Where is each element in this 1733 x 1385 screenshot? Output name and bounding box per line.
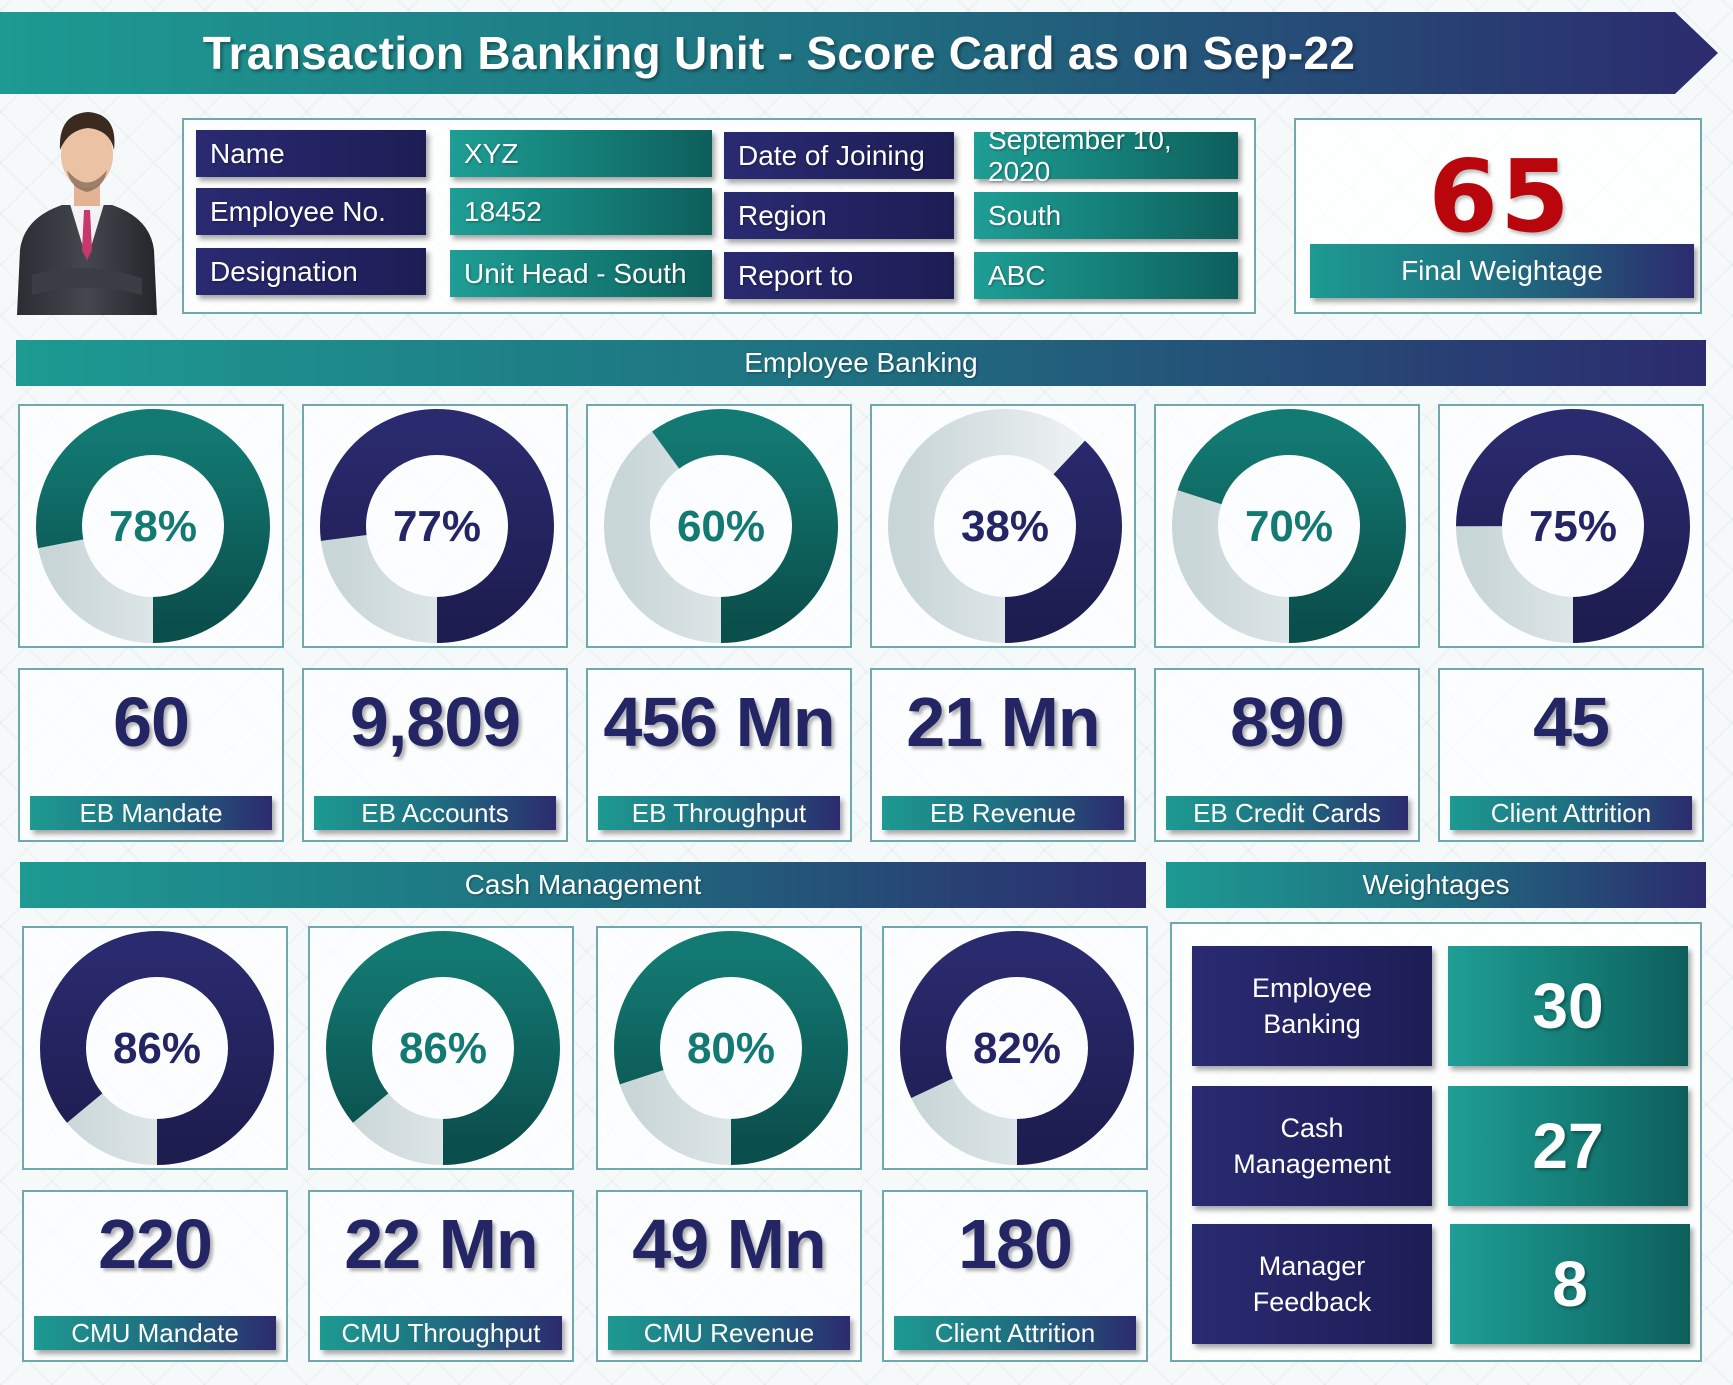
kpi-label: Client Attrition: [894, 1316, 1136, 1350]
kpi-label: CMU Throughput: [320, 1316, 562, 1350]
employee-banking-header: Employee Banking: [16, 340, 1706, 386]
empno-label: Employee No.: [196, 188, 426, 235]
cm-donut-2: 86%: [308, 926, 574, 1170]
kpi-label: CMU Mandate: [34, 1316, 276, 1350]
donut-arc: [36, 409, 270, 643]
kpi-value: 22 Mn: [344, 1205, 538, 1283]
kpi-label: EB Accounts: [314, 796, 556, 830]
eb-donut-5: 70%: [1154, 404, 1420, 648]
kpi-label: EB Revenue: [882, 796, 1124, 830]
weight-label-cash-management: Cash Management: [1192, 1086, 1432, 1206]
name-label: Name: [196, 130, 426, 177]
donut-arc: [326, 931, 560, 1165]
weightages-panel: Employee Banking 30 Cash Management 27 Man…: [1170, 922, 1702, 1362]
eb-donut-2: 77%: [302, 404, 568, 648]
kpi-value: 890: [1230, 683, 1345, 761]
cm-kpi-4: 180 Client Attrition: [882, 1190, 1148, 1362]
report-label: Report to: [724, 252, 954, 299]
donut-arc: [1456, 409, 1690, 643]
doj-label: Date of Joining: [724, 132, 954, 179]
donut-arc: [40, 931, 274, 1165]
donut-percent-label: 80%: [687, 1024, 775, 1073]
donut-arc: [614, 931, 848, 1165]
eb-kpi-4: 21 Mn EB Revenue: [870, 668, 1136, 842]
eb-kpi-1: 60 EB Mandate: [18, 668, 284, 842]
eb-donut-3: 60%: [586, 404, 852, 648]
kpi-label: EB Throughput: [598, 796, 840, 830]
weight-value-cash-management: 27: [1448, 1086, 1688, 1206]
weight-label-employee-banking: Employee Banking: [1192, 946, 1432, 1066]
report-value: ABC: [974, 252, 1238, 299]
kpi-value: 456 Mn: [603, 683, 835, 761]
employee-info-panel: Name XYZ Date of Joining September 10, 2…: [182, 118, 1256, 314]
employee-avatar: [12, 100, 162, 315]
final-weightage-label: Final Weightage: [1310, 244, 1694, 298]
donut-percent-label: 70%: [1245, 502, 1333, 551]
cm-donut-3: 80%: [596, 926, 862, 1170]
designation-value: Unit Head - South: [450, 250, 712, 297]
kpi-label: EB Credit Cards: [1166, 796, 1408, 830]
cash-management-header: Cash Management: [20, 862, 1146, 908]
donut-arc: [1172, 409, 1406, 643]
region-value: South: [974, 192, 1238, 239]
donut-percent-label: 78%: [109, 502, 197, 551]
donut-percent-label: 82%: [973, 1024, 1061, 1073]
final-weightage-value: 65: [1428, 138, 1572, 255]
cm-kpi-3: 49 Mn CMU Revenue: [596, 1190, 862, 1362]
kpi-label: EB Mandate: [30, 796, 272, 830]
eb-kpi-6: 45 Client Attrition: [1438, 668, 1704, 842]
final-weightage-panel: 65 Final Weightage: [1294, 118, 1702, 314]
kpi-value: 60: [113, 683, 190, 761]
doj-value: September 10, 2020: [974, 124, 1238, 187]
donut-percent-label: 86%: [399, 1024, 487, 1073]
kpi-value: 49 Mn: [632, 1205, 826, 1283]
name-value: XYZ: [450, 130, 712, 177]
eb-kpi-3: 456 Mn EB Throughput: [586, 668, 852, 842]
weight-label-manager-feedback: Manager Feedback: [1192, 1224, 1432, 1344]
header-banner: Transaction Banking Unit - Score Card as…: [0, 12, 1718, 94]
kpi-value: 21 Mn: [906, 683, 1100, 761]
kpi-value: 180: [958, 1205, 1073, 1283]
eb-donut-4: 38%: [870, 404, 1136, 648]
region-label: Region: [724, 192, 954, 239]
donut-arc: [604, 409, 838, 643]
eb-donut-6: 75%: [1438, 404, 1704, 648]
weightages-header: Weightages: [1166, 862, 1706, 908]
page-title: Transaction Banking Unit - Score Card as…: [202, 27, 1356, 79]
donut-percent-label: 60%: [677, 502, 765, 551]
eb-kpi-5: 890 EB Credit Cards: [1154, 668, 1420, 842]
cm-donut-1: 86%: [22, 926, 288, 1170]
cm-kpi-1: 220 CMU Mandate: [22, 1190, 288, 1362]
eb-donut-1: 78%: [18, 404, 284, 648]
eb-kpi-2: 9,809 EB Accounts: [302, 668, 568, 842]
donut-percent-label: 38%: [961, 502, 1049, 551]
cm-donut-4: 82%: [882, 926, 1148, 1170]
donut-percent-label: 86%: [113, 1024, 201, 1073]
empno-value: 18452: [450, 188, 712, 235]
kpi-label: Client Attrition: [1450, 796, 1692, 830]
donut-percent-label: 77%: [393, 502, 481, 551]
designation-label: Designation: [196, 248, 426, 295]
cm-kpi-2: 22 Mn CMU Throughput: [308, 1190, 574, 1362]
kpi-value: 220: [98, 1205, 213, 1283]
donut-arc: [888, 409, 1122, 643]
donut-arc: [900, 931, 1134, 1165]
kpi-label: CMU Revenue: [608, 1316, 850, 1350]
kpi-value: 45: [1533, 683, 1610, 761]
weight-value-manager-feedback: 8: [1450, 1224, 1690, 1344]
donut-percent-label: 75%: [1529, 502, 1617, 551]
donut-arc: [320, 409, 554, 643]
weight-value-employee-banking: 30: [1448, 946, 1688, 1066]
kpi-value: 9,809: [349, 683, 521, 761]
